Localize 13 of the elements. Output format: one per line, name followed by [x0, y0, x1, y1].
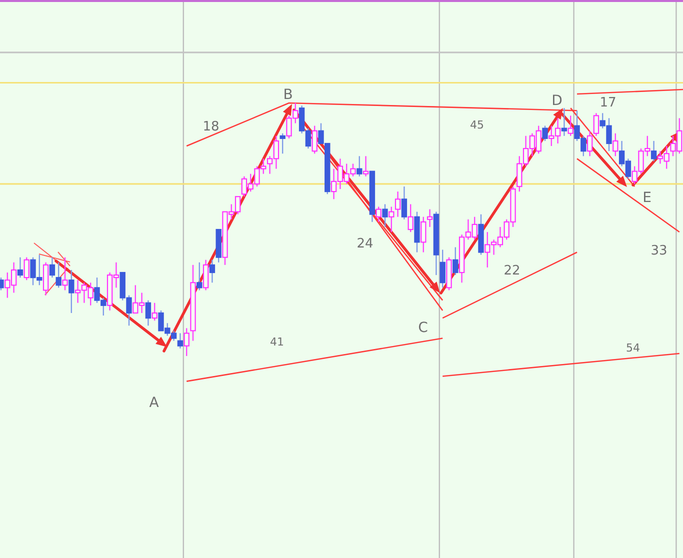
annotation: C — [418, 320, 428, 336]
annotation: 18 — [202, 120, 220, 134]
annotation: B — [283, 87, 293, 103]
annotation: D — [552, 93, 562, 109]
annotation: 22 — [504, 264, 520, 278]
annotation: 24 — [356, 236, 374, 252]
text: A — [149, 395, 160, 411]
annotation: 33 — [650, 244, 668, 258]
annotation: 41 — [270, 336, 284, 348]
annotation: 54 — [626, 342, 640, 354]
annotation: 45 — [470, 118, 484, 132]
annotation: 17 — [600, 96, 616, 110]
annotation: E — [642, 190, 652, 206]
